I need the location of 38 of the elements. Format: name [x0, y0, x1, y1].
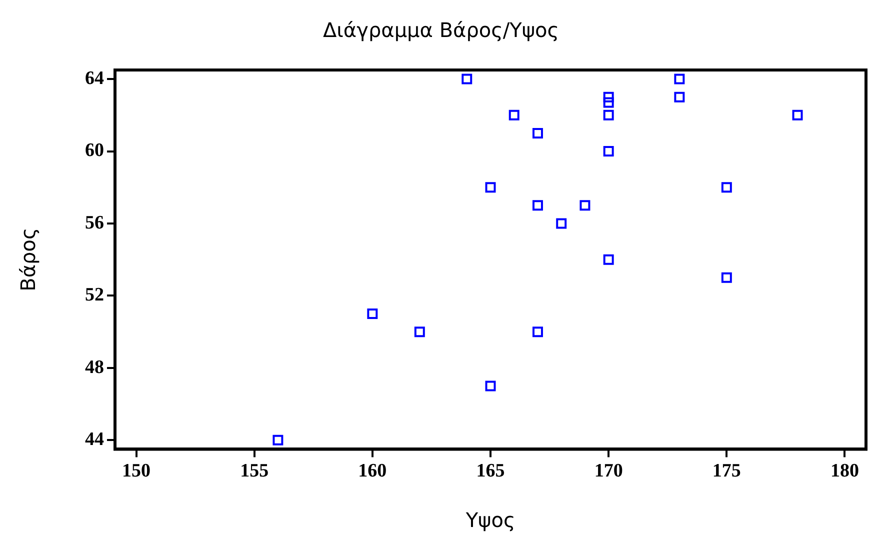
point [532, 128, 543, 138]
point [603, 254, 614, 265]
y-tick-label: 44 [85, 429, 104, 450]
point [792, 110, 803, 120]
y-tick-label: 48 [85, 356, 104, 378]
point [674, 74, 685, 84]
point [462, 74, 472, 84]
y-tick-label: 64 [85, 68, 104, 89]
x-tick-label: 170 [594, 460, 623, 482]
point [580, 200, 590, 211]
x-axis-title: Υψος [464, 508, 516, 532]
y-tick-label: 60 [85, 140, 104, 162]
y-tick-label: 52 [85, 284, 104, 306]
point [367, 308, 378, 320]
point [508, 110, 520, 120]
point [721, 272, 732, 283]
y-tick-label: 56 [85, 212, 104, 234]
point [485, 380, 496, 392]
y-axis-title: Βάρος [16, 228, 40, 292]
point [272, 434, 284, 446]
x-tick-label: 150 [122, 460, 151, 482]
point [556, 218, 567, 229]
point [603, 146, 614, 156]
point [603, 110, 614, 120]
point [532, 326, 543, 338]
point [603, 97, 614, 108]
x-tick-label: 160 [358, 460, 387, 482]
chart-title: Διάγραμμα Βάρος/Υψος [322, 18, 560, 42]
point [674, 92, 685, 102]
x-tick-label: 165 [476, 460, 505, 482]
point [414, 326, 425, 338]
point [603, 92, 614, 102]
x-tick-label: 155 [240, 460, 269, 482]
point [532, 200, 543, 211]
point [721, 182, 732, 193]
x-tick-label: 175 [712, 460, 741, 482]
point [485, 182, 496, 193]
x-tick-label: 180 [830, 460, 859, 482]
